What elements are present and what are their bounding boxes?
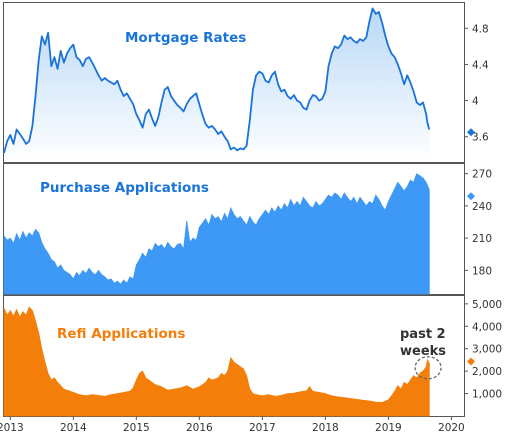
y-tick-label: 2,000 <box>472 366 502 378</box>
y-axes: 3.6 4 4.4 4.8 180 210 240 270 1,000 2,000 3,000 4,0… <box>464 23 502 401</box>
x-tick-label: 2018 <box>312 422 339 434</box>
y-tick-label: 4 <box>472 96 479 108</box>
mortgage-rates-panel <box>3 7 431 163</box>
refi-applications-panel <box>3 306 430 417</box>
annotation-line1: past 2 <box>400 327 446 342</box>
purchase-title: Purchase Applications <box>40 180 209 196</box>
x-tick-label: 2016 <box>186 422 213 434</box>
y-tick-label: 240 <box>472 201 492 213</box>
y-tick-label: 3,000 <box>472 344 502 356</box>
annotation-line2: weeks <box>400 344 446 359</box>
rates-line <box>3 7 431 154</box>
y-tick-label: 3.6 <box>472 132 489 144</box>
rates-area-fill <box>4 8 430 163</box>
x-tick-label: 2015 <box>123 422 150 434</box>
y-tick-label: 210 <box>472 233 492 245</box>
purchase-area <box>3 173 430 295</box>
refi-title: Refi Applications <box>57 326 185 342</box>
y-tick-label: 5,000 <box>472 299 502 311</box>
latest-value-marker <box>467 357 475 366</box>
x-axis: 2013 2014 2015 2016 2017 2018 2019 2020 <box>0 416 465 434</box>
rates-title: Mortgage Rates <box>125 30 246 46</box>
latest-value-marker <box>467 128 475 137</box>
y-tick-label: 4.4 <box>472 59 489 71</box>
y-tick-label: 4,000 <box>472 321 502 333</box>
y-tick-label: 1,000 <box>472 389 502 401</box>
purchase-applications-panel <box>3 173 430 295</box>
latest-markers <box>467 128 475 366</box>
x-tick-label: 2020 <box>438 422 465 434</box>
y-tick-label: 4.8 <box>472 23 489 35</box>
refi-area <box>3 306 430 417</box>
y-tick-label: 270 <box>472 169 492 181</box>
y-tick-label: 180 <box>472 265 492 277</box>
x-tick-label: 2017 <box>249 422 276 434</box>
x-tick-label: 2019 <box>375 422 402 434</box>
latest-value-marker <box>467 192 475 201</box>
x-tick-label: 2014 <box>60 422 87 434</box>
x-tick-label: 2013 <box>0 422 24 434</box>
annotation-circle <box>414 356 442 380</box>
